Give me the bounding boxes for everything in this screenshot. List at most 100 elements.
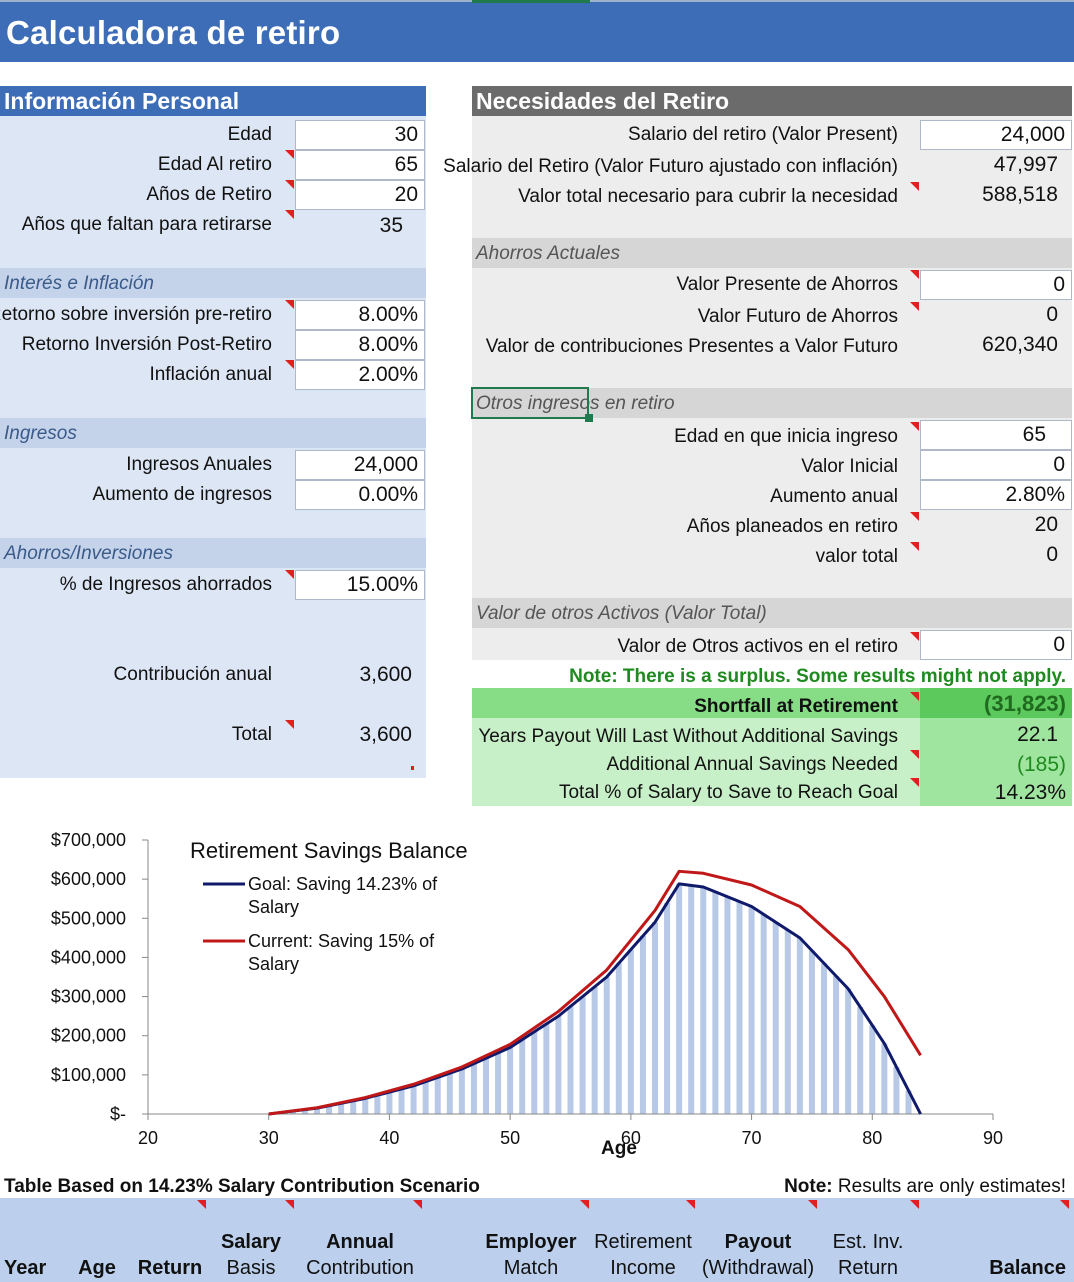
balance-bar [350, 1100, 357, 1114]
input-retirement-salary-present[interactable]: 24,000 [920, 120, 1072, 150]
value-additional-savings: (185) [1016, 753, 1066, 776]
current-savings-header: Ahorros Actuales [472, 238, 1072, 268]
comment-flag[interactable] [413, 1200, 422, 1209]
comment-flag[interactable] [1060, 1200, 1069, 1209]
balance-bar [434, 1077, 441, 1114]
input-annual-inflation[interactable]: 2.00% [295, 360, 425, 390]
input-income-increase[interactable]: 0.00% [295, 480, 425, 510]
balance-bar [869, 1025, 876, 1114]
comment-flag[interactable] [910, 1200, 919, 1209]
comment-flag[interactable] [910, 750, 919, 759]
comment-flag[interactable] [910, 512, 919, 521]
label-initial-value: Valor Inicial [801, 456, 898, 477]
col-payout-top: Payout [724, 1231, 792, 1253]
balance-bar [881, 1043, 888, 1114]
balance-bar [301, 1109, 308, 1114]
input-annual-increase[interactable]: 2.80% [920, 480, 1072, 510]
comment-flag[interactable] [910, 692, 919, 701]
comment-flag[interactable] [580, 1200, 589, 1209]
comment-flag[interactable] [197, 1200, 206, 1209]
input-retirement-age[interactable]: 65 [295, 150, 425, 180]
label-annual-contribution: Contribución anual [113, 664, 272, 685]
retirement-balance-chart: $- $100,000 $200,000 $300,000 $400,000 $500,0… [0, 820, 1074, 1170]
balance-bar [893, 1067, 900, 1114]
comment-flag[interactable] [910, 778, 919, 787]
current-series-line [268, 869, 922, 1116]
balance-bar [905, 1090, 912, 1114]
label-income-increase: Aumento de ingresos [92, 484, 272, 505]
balance-bar [760, 914, 767, 1114]
surplus-note: Note: There is a surplus. Some results m… [569, 666, 1066, 687]
comment-flag[interactable] [285, 300, 294, 309]
comment-flag[interactable] [910, 632, 919, 641]
comment-flag[interactable] [808, 1200, 817, 1209]
selected-cell-outline[interactable] [471, 387, 589, 419]
balance-bar [639, 935, 646, 1114]
comment-flag[interactable] [910, 182, 919, 191]
balance-bar [519, 1039, 526, 1114]
comment-flag[interactable] [285, 570, 294, 579]
balance-bar [495, 1052, 502, 1114]
comment-flag[interactable] [285, 150, 294, 159]
balance-bar [664, 903, 671, 1114]
balance-bar [603, 977, 610, 1114]
balance-bar [362, 1098, 369, 1114]
value-shortfall: (31,823) [984, 691, 1066, 716]
balance-bar [458, 1068, 465, 1114]
balance-bar [784, 930, 791, 1114]
input-age[interactable]: 30 [295, 120, 425, 150]
comment-flag[interactable] [910, 542, 919, 551]
y-tick-label: $400,000 [51, 947, 126, 967]
table-caption: Table Based on 14.23% Salary Contributio… [4, 1176, 480, 1197]
input-other-assets-value[interactable]: 0 [920, 630, 1072, 660]
input-post-retirement-return[interactable]: 8.00% [295, 330, 425, 360]
input-present-value-savings[interactable]: 0 [920, 270, 1072, 300]
shortfall-value-background [920, 688, 1072, 718]
balance-bar [531, 1031, 538, 1114]
col-payout-bottom: (Withdrawal) [701, 1257, 815, 1279]
input-percent-income-saved[interactable]: 15.00% [295, 570, 425, 600]
chart-bars-group [277, 883, 912, 1114]
value-total-needed: 588,518 [982, 183, 1058, 206]
comment-flag[interactable] [910, 422, 919, 431]
x-tick-label: 80 [862, 1128, 882, 1148]
active-tab-indicator [472, 0, 590, 3]
balance-bar [808, 950, 815, 1114]
input-annual-income[interactable]: 24,000 [295, 450, 425, 480]
value-years-to-retire: 35 [379, 214, 403, 237]
balance-bar [615, 963, 622, 1114]
input-income-start-age[interactable]: 65 [920, 420, 1072, 450]
comment-flag[interactable] [285, 210, 294, 219]
input-pre-retirement-return[interactable]: 8.00% [295, 300, 425, 330]
x-tick-label: 30 [259, 1128, 279, 1148]
balance-bar [736, 901, 743, 1114]
y-tick-label: $- [110, 1104, 126, 1124]
fill-handle[interactable] [585, 414, 593, 422]
balance-bar [398, 1088, 405, 1114]
input-initial-value[interactable]: 0 [920, 450, 1072, 480]
balance-bar [579, 996, 586, 1114]
comment-flag[interactable] [910, 270, 919, 279]
input-retirement-years[interactable]: 20 [295, 180, 425, 210]
balance-bar [857, 1007, 864, 1114]
balance-bar [591, 986, 598, 1114]
savings-investments-header: Ahorros/Inversiones [0, 538, 426, 568]
col-employer-top: Employer [485, 1231, 577, 1253]
balance-bar [676, 883, 683, 1114]
balance-bar [833, 976, 840, 1114]
comment-flag[interactable] [285, 1200, 294, 1209]
comment-flag[interactable] [285, 180, 294, 189]
balance-bar [772, 922, 779, 1114]
comment-flag[interactable] [910, 302, 919, 311]
comment-flag[interactable] [686, 1200, 695, 1209]
y-tick-label: $300,000 [51, 987, 126, 1007]
value-total-percent-salary: 14.23% [994, 781, 1066, 804]
income-header: Ingresos [0, 418, 426, 448]
balance-bar [821, 963, 827, 1114]
page-title: Calculadora de retiro [6, 14, 341, 51]
label-shortfall: Shortfall at Retirement [694, 696, 898, 717]
label-income-start-age: Edad en que inicia ingreso [674, 426, 898, 447]
comment-flag[interactable] [285, 720, 294, 729]
label-future-value-savings: Valor Futuro de Ahorros [697, 306, 898, 327]
comment-flag[interactable] [285, 360, 294, 369]
